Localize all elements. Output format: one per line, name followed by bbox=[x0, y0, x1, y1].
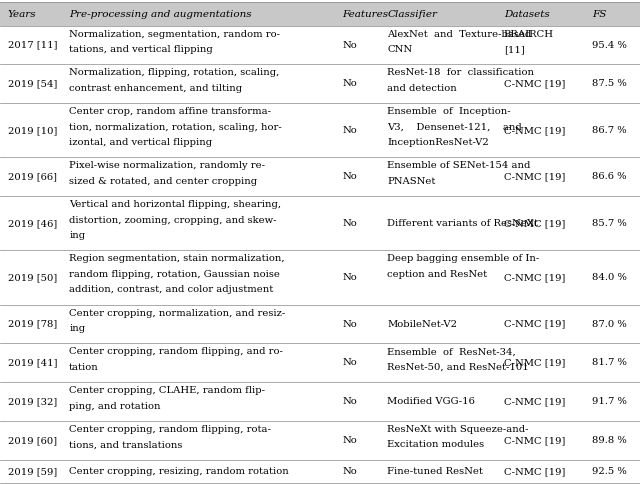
Text: Deep bagging ensemble of In-: Deep bagging ensemble of In- bbox=[387, 255, 540, 263]
Text: tions, and translations: tions, and translations bbox=[69, 440, 182, 450]
Text: Years: Years bbox=[8, 10, 36, 18]
Text: MobileNet-V2: MobileNet-V2 bbox=[387, 319, 457, 329]
Text: No: No bbox=[342, 79, 357, 88]
Text: 89.8 %: 89.8 % bbox=[592, 436, 627, 445]
Text: 86.7 %: 86.7 % bbox=[592, 126, 627, 135]
Text: C-NMC [19]: C-NMC [19] bbox=[504, 467, 565, 476]
Text: C-NMC [19]: C-NMC [19] bbox=[504, 273, 565, 282]
Text: AlexNet  and  Texture-based: AlexNet and Texture-based bbox=[387, 30, 531, 39]
Text: No: No bbox=[342, 467, 357, 476]
Text: C-NMC [19]: C-NMC [19] bbox=[504, 79, 565, 88]
Text: C-NMC [19]: C-NMC [19] bbox=[504, 358, 565, 367]
Text: Center cropping, CLAHE, random flip-: Center cropping, CLAHE, random flip- bbox=[69, 386, 265, 395]
Text: 95.4 %: 95.4 % bbox=[592, 41, 627, 49]
Text: No: No bbox=[342, 219, 357, 228]
Text: Vertical and horizontal flipping, shearing,: Vertical and horizontal flipping, sheari… bbox=[69, 200, 281, 209]
Text: Ensemble  of  Inception-: Ensemble of Inception- bbox=[387, 107, 511, 116]
Text: C-NMC [19]: C-NMC [19] bbox=[504, 319, 565, 329]
Text: Center cropping, normalization, and resiz-: Center cropping, normalization, and resi… bbox=[69, 309, 285, 318]
Text: 2019 [41]: 2019 [41] bbox=[8, 358, 57, 367]
Text: C-NMC [19]: C-NMC [19] bbox=[504, 397, 565, 406]
Text: ping, and rotation: ping, and rotation bbox=[69, 402, 161, 410]
Text: No: No bbox=[342, 436, 357, 445]
Text: Center cropping, resizing, random rotation: Center cropping, resizing, random rotati… bbox=[69, 467, 289, 476]
Text: izontal, and vertical flipping: izontal, and vertical flipping bbox=[69, 138, 212, 147]
Text: Pixel-wise normalization, randomly re-: Pixel-wise normalization, randomly re- bbox=[69, 161, 265, 170]
Text: ResNeXt with Squeeze-and-: ResNeXt with Squeeze-and- bbox=[387, 425, 529, 434]
Text: 92.5 %: 92.5 % bbox=[592, 467, 627, 476]
Text: No: No bbox=[342, 273, 357, 282]
Text: FS: FS bbox=[592, 10, 606, 18]
Text: No: No bbox=[342, 358, 357, 367]
Text: 2019 [46]: 2019 [46] bbox=[8, 219, 57, 228]
Text: Fine-tuned ResNet: Fine-tuned ResNet bbox=[387, 467, 483, 476]
Text: BRAIRCH: BRAIRCH bbox=[504, 30, 554, 39]
Text: tion, normalization, rotation, scaling, hor-: tion, normalization, rotation, scaling, … bbox=[69, 122, 282, 132]
Text: Pre-processing and augmentations: Pre-processing and augmentations bbox=[69, 10, 252, 18]
Text: sized & rotated, and center cropping: sized & rotated, and center cropping bbox=[69, 177, 257, 186]
Text: Ensemble of SENet-154 and: Ensemble of SENet-154 and bbox=[387, 161, 531, 170]
Text: distortion, zooming, cropping, and skew-: distortion, zooming, cropping, and skew- bbox=[69, 215, 276, 225]
Text: 2019 [54]: 2019 [54] bbox=[8, 79, 57, 88]
Text: 81.7 %: 81.7 % bbox=[592, 358, 627, 367]
Bar bbox=[0, 2, 640, 26]
Text: V3,    Densenet-121,    and: V3, Densenet-121, and bbox=[387, 122, 522, 132]
Text: C-NMC [19]: C-NMC [19] bbox=[504, 219, 565, 228]
Text: InceptionResNet-V2: InceptionResNet-V2 bbox=[387, 138, 489, 147]
Text: C-NMC [19]: C-NMC [19] bbox=[504, 172, 565, 182]
Text: ResNet-50, and ResNet-101: ResNet-50, and ResNet-101 bbox=[387, 363, 529, 372]
Text: Normalization, segmentation, random ro-: Normalization, segmentation, random ro- bbox=[69, 30, 280, 39]
Text: C-NMC [19]: C-NMC [19] bbox=[504, 126, 565, 135]
Text: Center crop, random affine transforma-: Center crop, random affine transforma- bbox=[69, 107, 271, 116]
Text: ing: ing bbox=[69, 231, 85, 240]
Text: random flipping, rotation, Gaussian noise: random flipping, rotation, Gaussian nois… bbox=[69, 270, 280, 279]
Text: CNN: CNN bbox=[387, 45, 412, 54]
Text: Excitation modules: Excitation modules bbox=[387, 440, 484, 450]
Text: Ensemble  of  ResNet-34,: Ensemble of ResNet-34, bbox=[387, 348, 516, 356]
Text: tations, and vertical flipping: tations, and vertical flipping bbox=[69, 45, 213, 54]
Text: tation: tation bbox=[69, 363, 99, 372]
Text: and detection: and detection bbox=[387, 84, 457, 93]
Text: 91.7 %: 91.7 % bbox=[592, 397, 627, 406]
Text: No: No bbox=[342, 397, 357, 406]
Text: 2019 [78]: 2019 [78] bbox=[8, 319, 57, 329]
Text: PNASNet: PNASNet bbox=[387, 177, 436, 186]
Text: ception and ResNet: ception and ResNet bbox=[387, 270, 487, 279]
Text: Modified VGG-16: Modified VGG-16 bbox=[387, 397, 475, 406]
Text: No: No bbox=[342, 319, 357, 329]
Text: Datasets: Datasets bbox=[504, 10, 549, 18]
Text: 2019 [59]: 2019 [59] bbox=[8, 467, 57, 476]
Text: 85.7 %: 85.7 % bbox=[592, 219, 627, 228]
Text: Different variants of ResNeXt: Different variants of ResNeXt bbox=[387, 219, 538, 228]
Text: ResNet-18  for  classification: ResNet-18 for classification bbox=[387, 68, 534, 77]
Text: 86.6 %: 86.6 % bbox=[592, 172, 627, 182]
Text: 2019 [66]: 2019 [66] bbox=[8, 172, 57, 182]
Text: Center cropping, random flipping, rota-: Center cropping, random flipping, rota- bbox=[69, 425, 271, 434]
Text: 2019 [50]: 2019 [50] bbox=[8, 273, 57, 282]
Text: [11]: [11] bbox=[504, 45, 524, 54]
Text: C-NMC [19]: C-NMC [19] bbox=[504, 436, 565, 445]
Text: Classifier: Classifier bbox=[387, 10, 437, 18]
Text: 2017 [11]: 2017 [11] bbox=[8, 41, 57, 49]
Text: 87.5 %: 87.5 % bbox=[592, 79, 627, 88]
Text: 2019 [32]: 2019 [32] bbox=[8, 397, 57, 406]
Text: Center cropping, random flipping, and ro-: Center cropping, random flipping, and ro… bbox=[69, 348, 283, 356]
Text: ing: ing bbox=[69, 324, 85, 333]
Text: contrast enhancement, and tilting: contrast enhancement, and tilting bbox=[69, 84, 243, 93]
Text: No: No bbox=[342, 172, 357, 182]
Text: 84.0 %: 84.0 % bbox=[592, 273, 627, 282]
Text: No: No bbox=[342, 126, 357, 135]
Text: 87.0 %: 87.0 % bbox=[592, 319, 627, 329]
Text: addition, contrast, and color adjustment: addition, contrast, and color adjustment bbox=[69, 286, 273, 294]
Text: No: No bbox=[342, 41, 357, 49]
Text: Normalization, flipping, rotation, scaling,: Normalization, flipping, rotation, scali… bbox=[69, 68, 280, 77]
Text: 2019 [10]: 2019 [10] bbox=[8, 126, 57, 135]
Text: 2019 [60]: 2019 [60] bbox=[8, 436, 57, 445]
Text: Region segmentation, stain normalization,: Region segmentation, stain normalization… bbox=[69, 255, 285, 263]
Text: Features: Features bbox=[342, 10, 388, 18]
